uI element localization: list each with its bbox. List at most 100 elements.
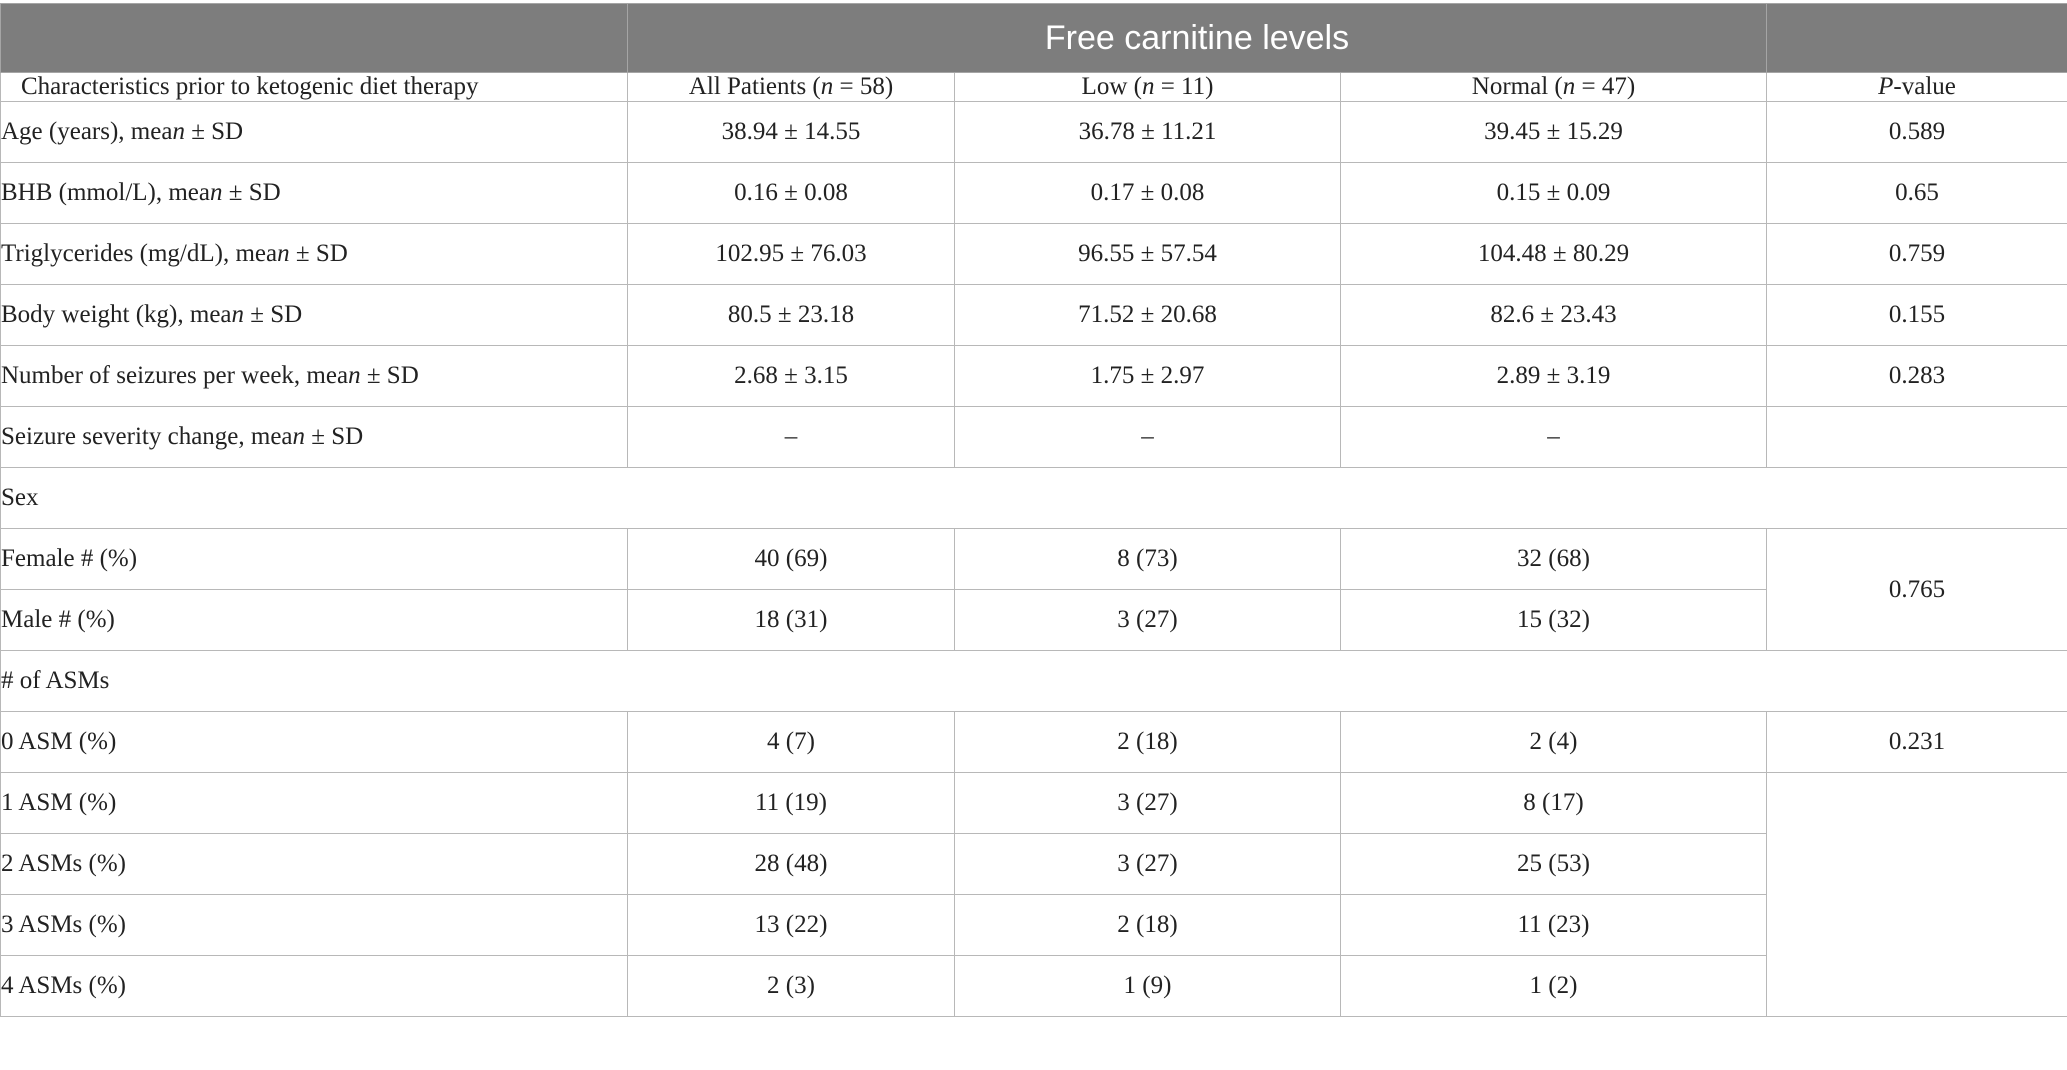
header-p-value: P-value: [1766, 72, 2067, 102]
row-label: BHB (mmol/L), mean ± SD: [0, 162, 628, 224]
header-all-post: = 58): [833, 73, 894, 101]
row-label-text: Body weight (kg), mea: [1, 301, 232, 328]
cell-low: –: [954, 406, 1341, 468]
table-row-age: Age (years), mean ± SD 38.94 ± 14.55 36.…: [0, 101, 2067, 163]
header-low-pre: Low (: [1081, 73, 1142, 101]
cell-all: 2.68 ± 3.15: [627, 345, 955, 407]
table-row-4-asms: 4 ASMs (%) 2 (3) 1 (9) 1 (2): [0, 955, 2067, 1017]
cell-low: 3 (27): [954, 833, 1341, 895]
cell-normal: 11 (23): [1340, 894, 1767, 956]
table-row-male: Male # (%) 18 (31) 3 (27) 15 (32): [0, 589, 2067, 651]
row-label: 4 ASMs (%): [0, 955, 628, 1017]
cell-low: 3 (27): [954, 772, 1341, 834]
header-normal-post: = 47): [1575, 73, 1636, 101]
row-label-n: n: [231, 301, 245, 328]
table-row-0-asm: 0 ASM (%) 4 (7) 2 (18) 2 (4) 0.231: [0, 711, 2067, 773]
cell-p-asms: 0.231: [1766, 711, 2067, 773]
cell-low: 2 (18): [954, 711, 1341, 773]
cell-low: 3 (27): [954, 589, 1341, 651]
cell-all: 102.95 ± 76.03: [627, 223, 955, 285]
cell-low: 0.17 ± 0.08: [954, 162, 1341, 224]
header-normal-n: n: [1562, 73, 1576, 101]
row-label: Female # (%): [0, 528, 628, 590]
row-label: Male # (%): [0, 589, 628, 651]
table-row-body-weight: Body weight (kg), mean ± SD 80.5 ± 23.18…: [0, 284, 2067, 346]
cell-low: 1 (9): [954, 955, 1341, 1017]
header-normal-pre: Normal (: [1471, 73, 1563, 101]
cell-normal: 8 (17): [1340, 772, 1767, 834]
row-label: Triglycerides (mg/dL), mean ± SD: [0, 223, 628, 285]
cell-all: 80.5 ± 23.18: [627, 284, 955, 346]
row-label-sd: ± SD: [222, 179, 281, 206]
row-label: Body weight (kg), mean ± SD: [0, 284, 628, 346]
row-label-text: Seizure severity change, mea: [1, 423, 293, 450]
cell-p-empty: [1766, 772, 2067, 1017]
cell-p: 0.283: [1766, 345, 2067, 407]
row-label: 3 ASMs (%): [0, 894, 628, 956]
cell-all: –: [627, 406, 955, 468]
cell-normal: 82.6 ± 23.43: [1340, 284, 1767, 346]
row-label-sd: ± SD: [184, 118, 244, 145]
table-row-1-asm: 1 ASM (%) 11 (19) 3 (27) 8 (17): [0, 772, 2067, 1017]
cell-p: 0.589: [1766, 101, 2067, 163]
row-label-text: Triglycerides (mg/dL), mea: [1, 240, 278, 267]
row-label-n: n: [348, 362, 361, 389]
cell-all: 4 (7): [627, 711, 955, 773]
cell-all: 0.16 ± 0.08: [627, 162, 955, 224]
section-label: Sex: [0, 467, 2067, 529]
cell-all: 40 (69): [627, 528, 955, 590]
header-p-rest: -value: [1893, 73, 1956, 101]
cell-all: 11 (19): [627, 772, 955, 834]
row-label: Number of seizures per week, mean ± SD: [0, 345, 628, 407]
header-normal: Normal (n = 47): [1340, 72, 1767, 102]
banner-spacer-right: [1766, 3, 2067, 73]
cell-low: 71.52 ± 20.68: [954, 284, 1341, 346]
cell-all: 38.94 ± 14.55: [627, 101, 955, 163]
row-label-sd: ± SD: [305, 423, 364, 450]
header-p-italic: P: [1878, 73, 1894, 101]
header-characteristics: Characteristics prior to ketogenic diet …: [0, 72, 628, 102]
header-low-post: = 11): [1154, 73, 1214, 101]
cell-all: 2 (3): [627, 955, 955, 1017]
free-carnitine-table: Free carnitine levels Characteristics pr…: [0, 3, 2067, 1017]
table-row-bhb: BHB (mmol/L), mean ± SD 0.16 ± 0.08 0.17…: [0, 162, 2067, 224]
row-label-n: n: [210, 179, 223, 206]
row-label: 2 ASMs (%): [0, 833, 628, 895]
table-row-2-asms: 2 ASMs (%) 28 (48) 3 (27) 25 (53): [0, 833, 2067, 895]
banner-title: Free carnitine levels: [627, 3, 1767, 73]
cell-normal: 39.45 ± 15.29: [1340, 101, 1767, 163]
table-row-seizures-per-week: Number of seizures per week, mean ± SD 2…: [0, 345, 2067, 407]
cell-all: 28 (48): [627, 833, 955, 895]
banner-spacer-left: [0, 3, 628, 73]
cell-normal: 104.48 ± 80.29: [1340, 223, 1767, 285]
row-label-sd: ± SD: [360, 362, 419, 389]
column-header-row: Characteristics prior to ketogenic diet …: [0, 72, 2067, 102]
cell-low: 8 (73): [954, 528, 1341, 590]
table-row-female: Female # (%) 40 (69) 8 (73) 32 (68) 0.76…: [0, 528, 2067, 651]
row-label-text: Age (years), mea: [1, 118, 173, 145]
cell-low: 1.75 ± 2.97: [954, 345, 1341, 407]
table-row-seizure-severity: Seizure severity change, mean ± SD – – –: [0, 406, 2067, 468]
row-label-sd: ± SD: [289, 240, 348, 267]
cell-p-sex: 0.765: [1766, 528, 2067, 651]
cell-normal: 2.89 ± 3.19: [1340, 345, 1767, 407]
header-low: Low (n = 11): [954, 72, 1341, 102]
section-row-sex: Sex: [0, 467, 2067, 529]
row-label: Seizure severity change, mean ± SD: [0, 406, 628, 468]
cell-low: 2 (18): [954, 894, 1341, 956]
row-label: 1 ASM (%): [0, 772, 628, 834]
cell-low: 96.55 ± 57.54: [954, 223, 1341, 285]
banner-row: Free carnitine levels: [0, 3, 2067, 73]
row-label-text: BHB (mmol/L), mea: [1, 179, 211, 206]
cell-p: [1766, 406, 2067, 468]
cell-p: 0.65: [1766, 162, 2067, 224]
cell-low: 36.78 ± 11.21: [954, 101, 1341, 163]
cell-all: 18 (31): [627, 589, 955, 651]
section-row-asms: # of ASMs: [0, 650, 2067, 712]
row-label-text: Number of seizures per week, mea: [1, 362, 349, 389]
header-all-patients: All Patients (n = 58): [627, 72, 955, 102]
cell-normal: 0.15 ± 0.09: [1340, 162, 1767, 224]
cell-all: 13 (22): [627, 894, 955, 956]
row-label-n: n: [292, 423, 306, 450]
cell-p: 0.155: [1766, 284, 2067, 346]
